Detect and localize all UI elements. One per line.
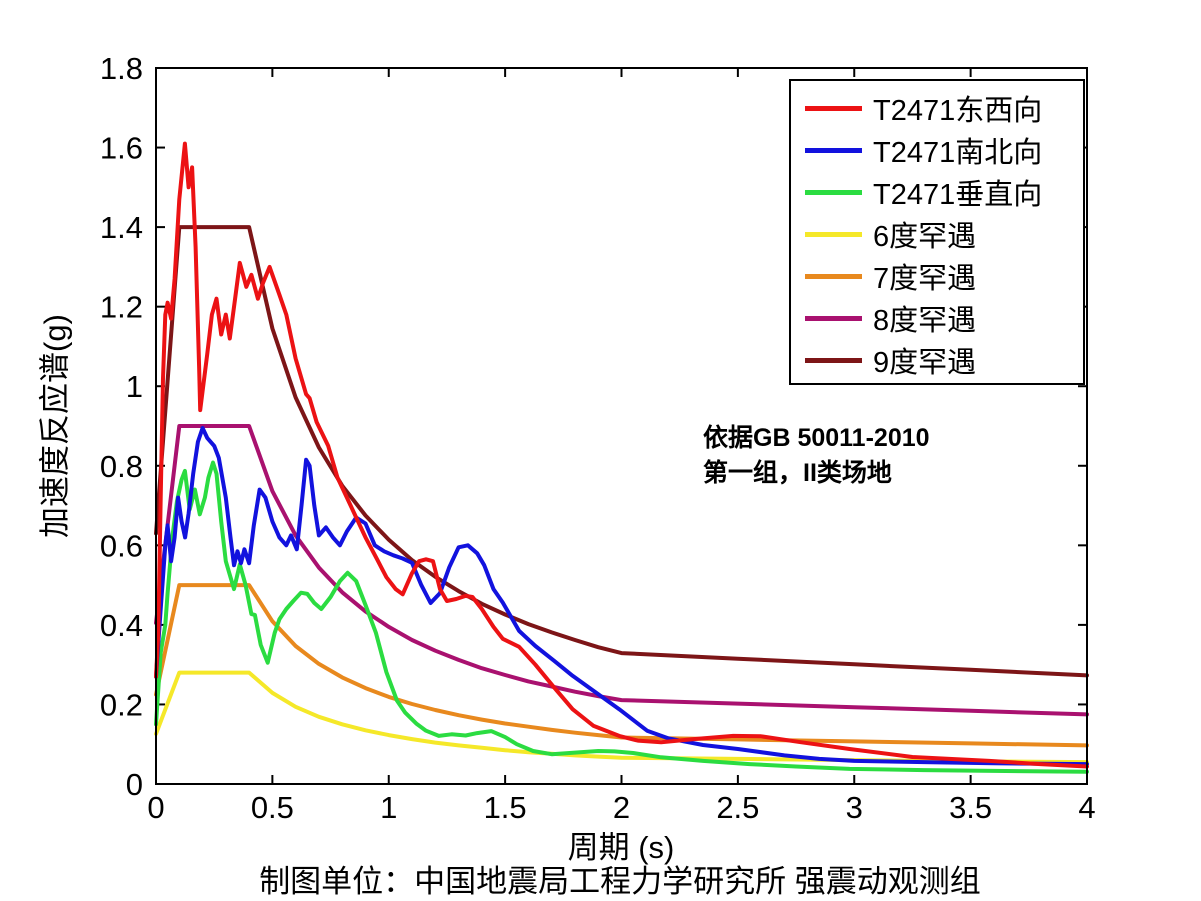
- legend-line-sample: [805, 105, 862, 111]
- legend-label: T2471东西向: [873, 95, 1043, 127]
- x-tick-label: 4: [1078, 790, 1095, 825]
- legend-item: 7度罕遇: [805, 255, 1083, 297]
- annotation-line-1: 依据GB 50011-2010: [703, 424, 930, 452]
- series-line-T2471垂直向: [154, 460, 1089, 774]
- series-line-9度罕遇: [154, 225, 1089, 678]
- y-tick-label: 0.4: [100, 608, 143, 643]
- legend-item: T2471南北向: [805, 129, 1083, 171]
- y-axis-title: 加速度反应谱(g): [37, 314, 73, 538]
- y-tick-label: 0.8: [100, 449, 143, 484]
- legend-item: T2471东西向: [805, 87, 1083, 129]
- annotation-line-2: 第一组，II类场地: [703, 459, 892, 487]
- y-tick-label: 0.2: [100, 687, 143, 722]
- figure-caption: 制图单位：中国地震局工程力学研究所 强震动观测组: [259, 864, 981, 899]
- x-tick-label: 1.5: [484, 790, 527, 825]
- legend-label: 8度罕遇: [873, 305, 977, 337]
- legend: T2471东西向 T2471南北向 T2471垂直向 6度罕遇 7度罕遇 8度罕遇 9度罕遇: [789, 79, 1085, 385]
- x-tick-label: 3: [846, 790, 863, 825]
- legend-item: 9度罕遇: [805, 339, 1083, 381]
- series-line-T2471东西向: [154, 141, 1089, 769]
- legend-line-sample: [805, 189, 862, 195]
- y-tick-label: 1.2: [100, 290, 143, 325]
- y-tick-label: 1.4: [100, 210, 143, 245]
- legend-line-sample: [805, 231, 862, 237]
- series-line-8度罕遇: [154, 424, 1089, 717]
- legend-line-sample: [805, 357, 862, 363]
- x-tick-label: 3.5: [949, 790, 992, 825]
- x-tick-label: 0: [147, 790, 164, 825]
- axes-box: [155, 67, 1088, 785]
- x-tick-label: 0.5: [251, 790, 294, 825]
- legend-line-sample: [805, 273, 862, 279]
- x-axis-title: 周期 (s): [567, 830, 675, 865]
- series-line-7度罕遇: [154, 583, 1089, 748]
- y-tick-label: 1.8: [100, 51, 143, 86]
- annotation: 依据GB 50011-2010 第一组，II类场地: [703, 421, 930, 491]
- legend-label: T2471南北向: [873, 137, 1043, 169]
- series-line-6度罕遇: [154, 670, 1089, 765]
- legend-item: T2471垂直向: [805, 171, 1083, 213]
- legend-label: 7度罕遇: [873, 263, 977, 295]
- legend-item: 6度罕遇: [805, 213, 1083, 255]
- legend-label: 9度罕遇: [873, 347, 977, 379]
- y-tick-label: 1: [126, 369, 143, 404]
- legend-label: 6度罕遇: [873, 221, 977, 253]
- x-tick-label: 2: [613, 790, 630, 825]
- series-line-T2471南北向: [154, 426, 1089, 767]
- legend-line-sample: [805, 147, 862, 153]
- legend-label: T2471垂直向: [873, 179, 1043, 211]
- x-tick-label: 2.5: [716, 790, 759, 825]
- x-tick-label: 1: [380, 790, 397, 825]
- y-tick-label: 0.6: [100, 528, 143, 563]
- legend-line-sample: [805, 315, 862, 321]
- y-tick-label: 1.6: [100, 131, 143, 166]
- y-tick-label: 0: [126, 767, 143, 802]
- legend-item: 8度罕遇: [805, 297, 1083, 339]
